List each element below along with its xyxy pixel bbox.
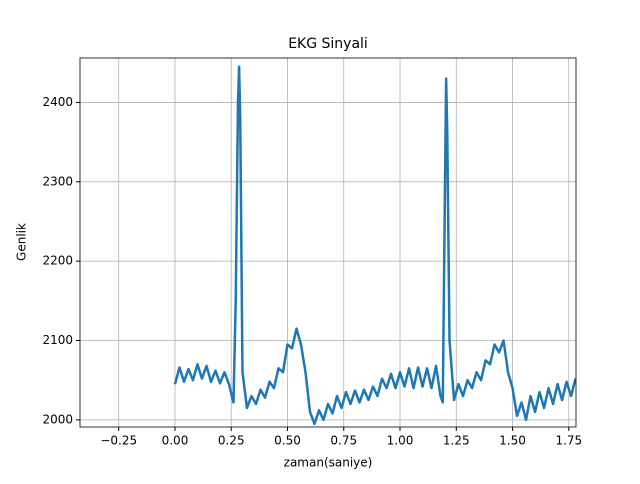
- plot-frame: [79, 57, 577, 428]
- x-tick-label: 0.25: [218, 434, 245, 448]
- x-axis-label: zaman(saniye): [284, 456, 373, 470]
- x-tick-label: 0.50: [274, 434, 301, 448]
- x-tick-label: 1.25: [443, 434, 470, 448]
- x-tick-label: 1.50: [499, 434, 526, 448]
- x-tick-label: 1.75: [555, 434, 582, 448]
- x-tick-label: 0.75: [330, 434, 357, 448]
- x-tick-label: 0.00: [162, 434, 189, 448]
- chart-title: EKG Sinyali: [288, 36, 368, 52]
- y-tick-label: 2000: [42, 412, 73, 426]
- y-axis-label: Genlik: [15, 223, 29, 261]
- x-tick-label: −0.25: [100, 434, 137, 448]
- x-tick-label: 1.00: [387, 434, 414, 448]
- y-tick-label: 2100: [42, 333, 73, 347]
- y-tick-label: 2200: [42, 254, 73, 268]
- y-tick-label: 2300: [42, 174, 73, 188]
- line-series: [173, 65, 576, 426]
- y-tick-label: 2400: [42, 95, 73, 109]
